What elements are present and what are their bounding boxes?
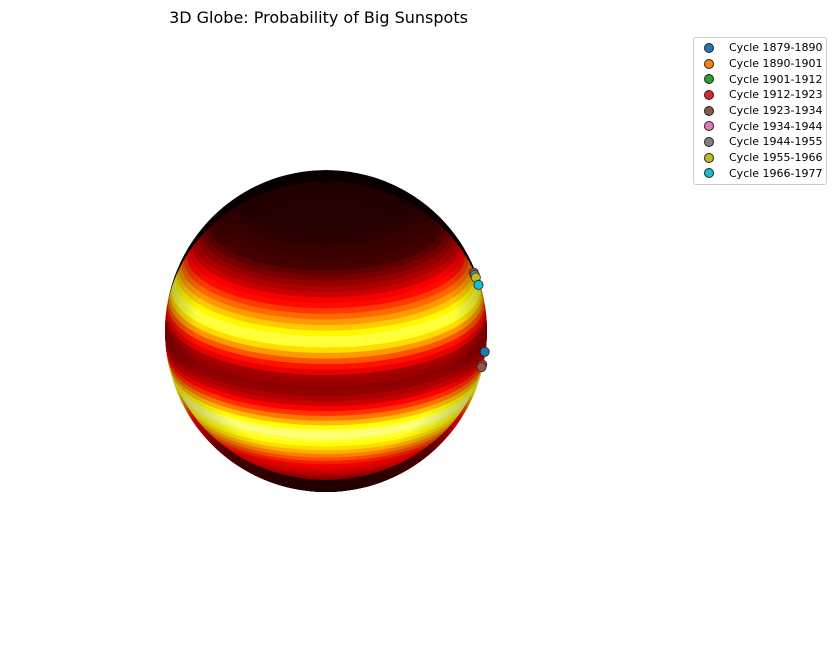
sunspot-markers <box>468 267 490 373</box>
limb-shade <box>165 170 487 492</box>
legend-item: Cycle 1944-1955 <box>694 134 826 150</box>
legend-marker <box>704 136 714 147</box>
legend-label: Cycle 1966-1977 <box>729 166 823 180</box>
legend-item: Cycle 1890-1901 <box>694 56 826 72</box>
chart-title: 3D Globe: Probability of Big Sunspots <box>169 8 468 27</box>
legend-label: Cycle 1901-1912 <box>729 72 823 86</box>
legend-label: Cycle 1879-1890 <box>729 41 823 55</box>
legend-item: Cycle 1934-1944 <box>694 118 826 134</box>
legend-label: Cycle 1912-1923 <box>729 88 823 102</box>
legend-marker <box>704 121 714 132</box>
sunspot-marker <box>479 346 490 357</box>
legend-marker <box>704 89 714 100</box>
legend-label: Cycle 1923-1934 <box>729 104 823 118</box>
legend-marker <box>704 105 714 116</box>
legend-marker <box>704 74 714 85</box>
legend-marker <box>704 152 714 163</box>
legend-item: Cycle 1923-1934 <box>694 103 826 119</box>
legend-item: Cycle 1901-1912 <box>694 71 826 87</box>
legend: Cycle 1879-1890 Cycle 1890-1901 Cycle 1901… <box>693 37 827 186</box>
sunspot-marker <box>473 279 484 290</box>
legend-label: Cycle 1955-1966 <box>729 151 823 165</box>
legend-item: Cycle 1966-1977 <box>694 166 826 182</box>
legend-label: Cycle 1890-1901 <box>729 57 823 71</box>
legend-item: Cycle 1955-1966 <box>694 150 826 166</box>
legend-label: Cycle 1934-1944 <box>729 119 823 133</box>
legend-marker <box>704 42 714 53</box>
legend-label: Cycle 1944-1955 <box>729 135 823 149</box>
legend-item: Cycle 1879-1890 <box>694 40 826 56</box>
globe-limb-shading <box>165 170 487 492</box>
legend-marker <box>704 168 714 179</box>
legend-item: Cycle 1912-1923 <box>694 87 826 103</box>
sunspot-marker <box>476 362 487 373</box>
legend-marker <box>704 58 714 69</box>
